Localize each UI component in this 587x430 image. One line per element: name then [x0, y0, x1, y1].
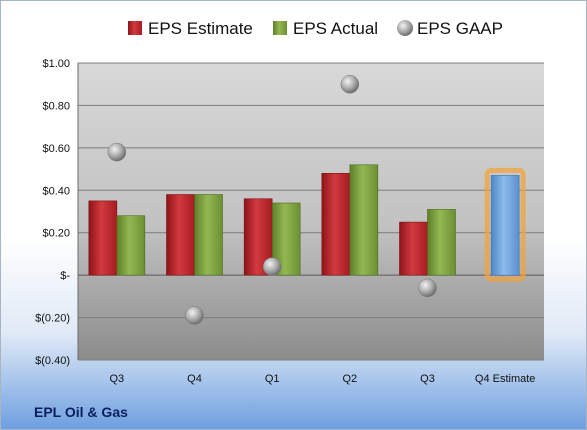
- y-tick-label: $0.20: [42, 228, 70, 240]
- legend: EPS Estimate EPS Actual EPS GAAP: [128, 19, 503, 38]
- legend-swatch-actual: [273, 21, 287, 35]
- bar-eps-actual: [427, 209, 456, 276]
- x-axis: Q3 Q4 Q1 Q2 Q3 Q4 Estimate: [109, 373, 535, 385]
- x-tick-label: Q4: [187, 373, 202, 385]
- point-eps-gaap: [418, 278, 437, 298]
- point-eps-gaap: [107, 142, 127, 162]
- bar-eps-actual: [349, 164, 379, 276]
- legend-swatch-gaap: [397, 20, 413, 36]
- bars: [88, 164, 526, 282]
- y-tick-label: $0.80: [42, 100, 70, 112]
- bar-eps-estimate: [166, 194, 195, 276]
- bar-eps-estimate: [88, 200, 118, 276]
- y-axis: $1.00 $0.80 $0.60 $0.40 $0.20 $- $(0.20) $(0.40…: [35, 58, 79, 367]
- legend-label-gaap: EPS GAAP: [417, 19, 503, 38]
- bar-eps-estimate: [399, 221, 428, 276]
- y-tick-label: $(0.40): [35, 355, 70, 367]
- x-tick-label: Q3: [109, 373, 124, 385]
- gaap-points: [107, 74, 437, 325]
- legend-label-actual: EPS Actual: [293, 19, 378, 38]
- legend-swatch-estimate: [128, 21, 142, 35]
- plot-area: [78, 63, 544, 360]
- y-tick-label: $(0.20): [35, 313, 70, 325]
- point-eps-gaap: [262, 257, 282, 276]
- x-tick-label: Q2: [342, 373, 357, 385]
- point-eps-gaap: [340, 74, 360, 94]
- bar-q4-estimate: [490, 175, 520, 276]
- y-tick-label: $-: [60, 270, 70, 282]
- legend-label-estimate: EPS Estimate: [148, 19, 253, 38]
- bar-eps-actual: [116, 215, 146, 276]
- forecast-glow: [484, 167, 526, 282]
- x-tick-label: Q3: [420, 373, 435, 385]
- y-tick-label: $0.40: [42, 185, 70, 197]
- bar-eps-estimate: [321, 173, 351, 276]
- bar-eps-actual: [194, 194, 223, 276]
- x-tick-label: Q1: [265, 373, 280, 385]
- y-tick-label: $1.00: [42, 58, 70, 70]
- point-eps-gaap: [185, 306, 204, 325]
- y-tick-label: $0.60: [42, 143, 70, 155]
- company-name: EPL Oil & Gas: [34, 404, 128, 420]
- gridlines: [78, 62, 544, 361]
- x-tick-label: Q4 Estimate: [475, 373, 536, 385]
